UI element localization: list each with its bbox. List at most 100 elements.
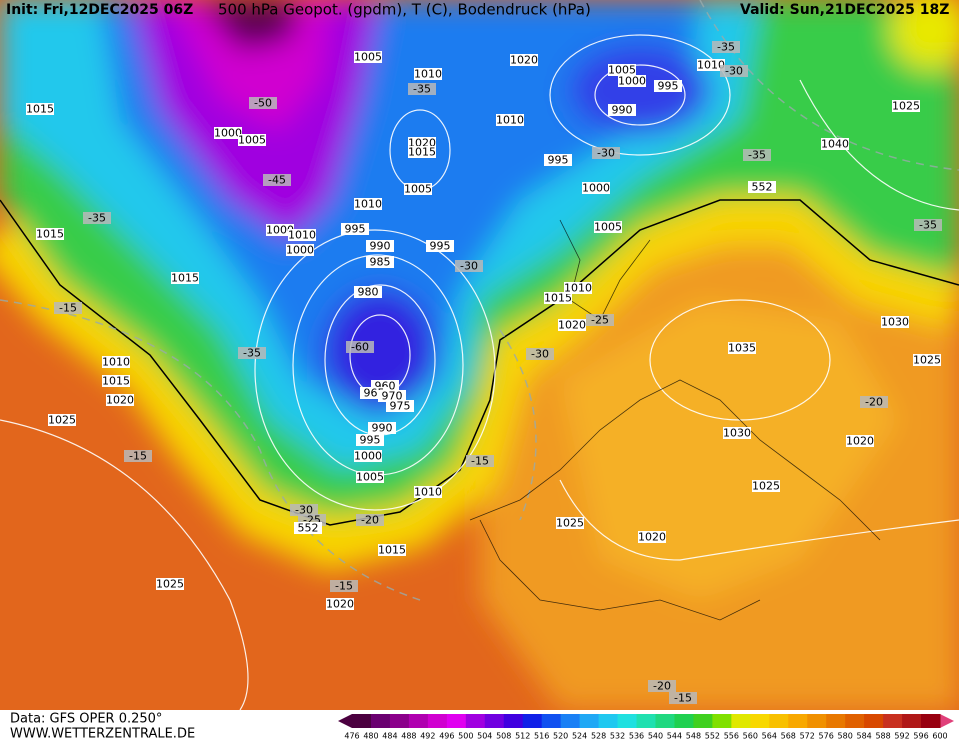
- label-box: [366, 256, 394, 268]
- label-box: [594, 221, 622, 233]
- label-text: 1005: [354, 51, 382, 64]
- colorbar-tick-label: 564: [762, 732, 777, 741]
- label-box: [83, 212, 111, 224]
- label-text: -30: [725, 65, 743, 78]
- label-text: -15: [471, 455, 489, 468]
- colorbar-tick-label: 524: [572, 732, 587, 741]
- colorbar-swatch: [826, 714, 846, 728]
- colorbar-tick-label: 588: [875, 732, 890, 741]
- colorbar-swatch: [731, 714, 751, 728]
- label-box: [414, 68, 442, 80]
- label-box: [723, 427, 751, 439]
- label-box: [356, 514, 384, 526]
- label-box: [286, 244, 314, 256]
- contour-label: 1030: [881, 316, 909, 329]
- label-text: 1010: [414, 486, 442, 499]
- label-text: 995: [360, 434, 381, 447]
- colorbar-swatch: [427, 714, 448, 728]
- init-time: Init: Fri,12DEC2025 06Z: [6, 2, 193, 18]
- label-text: 1035: [728, 342, 756, 355]
- colorbar-swatch: [522, 714, 543, 728]
- colorbar-swatch: [484, 714, 505, 728]
- contour-label: -20: [860, 396, 888, 409]
- colorbar-swatch: [560, 714, 581, 728]
- label-box: [752, 480, 780, 492]
- contour-label: 1020: [510, 54, 538, 67]
- label-box: [171, 272, 199, 284]
- label-text: -15: [129, 450, 147, 463]
- contour-label: 1025: [913, 354, 941, 367]
- contour-label: 980: [354, 286, 382, 299]
- contour-label: -45: [263, 174, 291, 187]
- label-box: [354, 286, 382, 298]
- colorbar-tick-label: 600: [932, 732, 947, 741]
- contour-label: 1025: [48, 414, 76, 427]
- colorbar-swatch: [845, 714, 865, 728]
- data-source: Data: GFS OPER 0.250°: [10, 712, 162, 727]
- contour-label: 990: [608, 104, 636, 117]
- label-text: 1025: [48, 414, 76, 427]
- label-box: [330, 580, 358, 592]
- contour-label: -25: [586, 314, 614, 327]
- colorbar-tick-label: 556: [724, 732, 739, 741]
- contour-label: 990: [368, 422, 396, 435]
- contour-label: -20: [356, 514, 384, 527]
- colorbar-tick-label: 580: [838, 732, 853, 741]
- label-text: 1030: [723, 427, 751, 440]
- label-box: [592, 147, 620, 159]
- label-box: [294, 522, 322, 534]
- label-text: -25: [591, 314, 609, 327]
- colorbar-tick-label: 516: [534, 732, 549, 741]
- contour-label: -20: [648, 680, 676, 693]
- contour-label: 1030: [723, 427, 751, 440]
- contour-label: -50: [249, 97, 277, 110]
- colorbar-tick-label: 544: [667, 732, 682, 741]
- label-text: -30: [295, 504, 313, 517]
- label-text: 1010: [697, 59, 725, 72]
- label-text: -15: [674, 692, 692, 705]
- label-box: [366, 240, 394, 252]
- contour-label: 552: [748, 181, 776, 194]
- colorbar-swatch: [465, 714, 486, 728]
- label-text: 1015: [36, 228, 64, 241]
- colorbar-swatch: [769, 714, 789, 728]
- colorbar-swatch: [712, 714, 732, 728]
- colorbar-tick-label: 552: [705, 732, 720, 741]
- map-title: 500 hPa Geopot. (gpdm), T (C), Bodendruc…: [218, 1, 591, 19]
- label-box: [860, 396, 888, 408]
- colorbar-tick-label: 540: [648, 732, 663, 741]
- colorbar-swatch: [655, 714, 675, 728]
- label-box: [510, 54, 538, 66]
- contour-label: 1005: [238, 134, 266, 147]
- site-name: WWW.WETTERZENTRALE.DE: [10, 727, 195, 741]
- contour-label: -60: [346, 341, 374, 354]
- contour-label: 1040: [821, 138, 849, 151]
- contour-label: 1010: [564, 282, 592, 295]
- label-box: [608, 64, 636, 76]
- contour-label: -15: [466, 455, 494, 468]
- label-text: 990: [612, 104, 633, 117]
- label-box: [346, 341, 374, 353]
- label-box: [266, 224, 294, 236]
- colorbar-swatch: [541, 714, 562, 728]
- colorbar-tick-label: 476: [344, 732, 359, 741]
- label-text: 1015: [544, 292, 572, 305]
- contour-label: 995: [654, 80, 682, 93]
- contour-label: 1020: [846, 435, 874, 448]
- label-box: [881, 316, 909, 328]
- contour-label: 552: [294, 522, 322, 535]
- label-text: 1000: [354, 450, 382, 463]
- label-text: 1000: [618, 75, 646, 88]
- colorbar-tick-label: 480: [363, 732, 378, 741]
- label-box: [913, 354, 941, 366]
- contour-label: 1010: [414, 486, 442, 499]
- contour-label: -35: [83, 212, 111, 225]
- label-text: 1005: [238, 134, 266, 147]
- label-text: 1015: [378, 544, 406, 557]
- label-text: 1010: [564, 282, 592, 295]
- contour-label: 1020: [558, 319, 586, 332]
- label-box: [48, 414, 76, 426]
- label-box: [214, 127, 242, 139]
- contour-label: 1005: [608, 64, 636, 77]
